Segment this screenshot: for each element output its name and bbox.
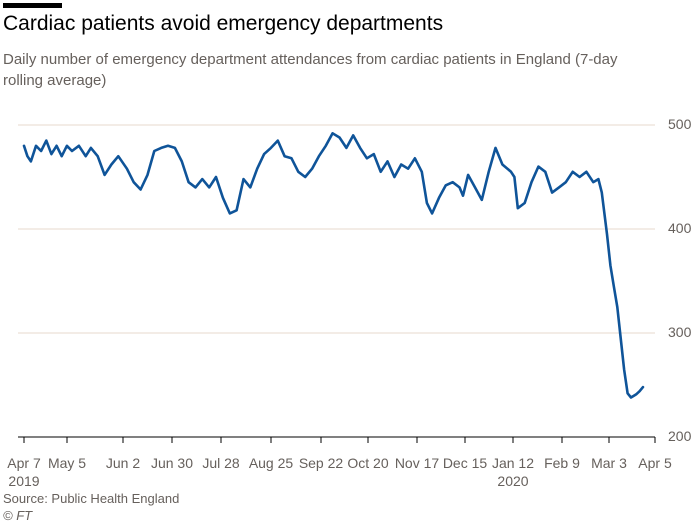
y-tick-label-400: 400 bbox=[668, 220, 692, 236]
x-tick-year-label: 2020 bbox=[497, 473, 528, 489]
source-note: Source: Public Health England bbox=[3, 491, 180, 506]
x-tick-label: Sep 22 bbox=[299, 455, 344, 471]
y-tick-label-500: 500 bbox=[668, 116, 692, 132]
x-tick-label: May 5 bbox=[48, 455, 86, 471]
series-layer bbox=[22, 132, 645, 399]
x-tick-label: Apr 5 bbox=[638, 455, 672, 471]
series-line bbox=[22, 132, 645, 399]
x-axis: Apr 7 2019 May 5 Jun 2 Jun 30 Jul 28 Aug 25 Sep… bbox=[7, 437, 672, 489]
x-tick-label: Apr 7 bbox=[7, 455, 41, 471]
x-tick-label: Dec 15 bbox=[443, 455, 488, 471]
x-tick-label: Jul 28 bbox=[202, 455, 240, 471]
chart-title: Cardiac patients avoid emergency departm… bbox=[3, 12, 444, 35]
x-tick-label: Jun 30 bbox=[151, 455, 193, 471]
ft-brand-bar bbox=[3, 3, 62, 8]
y-tick-label-200: 200 bbox=[668, 428, 692, 444]
x-tick-label: Jun 2 bbox=[106, 455, 140, 471]
credit-note: © FT bbox=[3, 508, 33, 523]
x-tick-label: Jan 12 bbox=[492, 455, 534, 471]
y-tick-label-300: 300 bbox=[668, 324, 692, 340]
chart-subtitle: Daily number of emergency department att… bbox=[3, 51, 618, 89]
x-tick-label: Mar 3 bbox=[591, 455, 627, 471]
x-tick-label: Feb 9 bbox=[544, 455, 580, 471]
x-tick-year-label: 2019 bbox=[8, 473, 39, 489]
x-tick-label: Oct 20 bbox=[347, 455, 388, 471]
grid-lines bbox=[18, 124, 655, 438]
x-tick-label: Nov 17 bbox=[395, 455, 440, 471]
x-tick-label: Aug 25 bbox=[249, 455, 294, 471]
y-tick-labels: 200 300 400 500 bbox=[668, 116, 692, 444]
